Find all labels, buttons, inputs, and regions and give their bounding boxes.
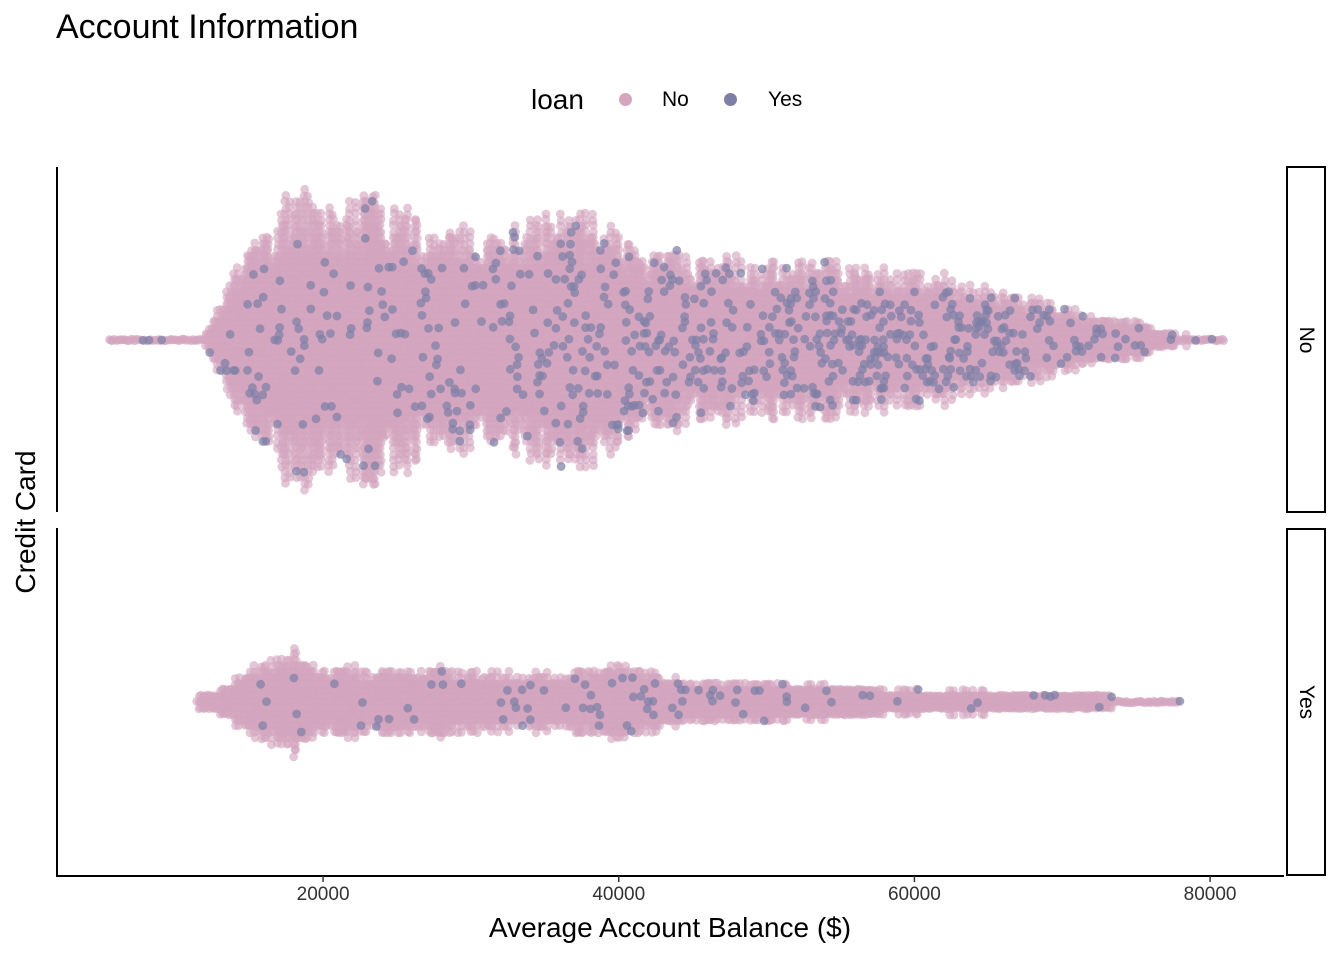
panel-no-points bbox=[105, 184, 1228, 495]
point-loan-no bbox=[403, 468, 413, 478]
point-loan-no bbox=[376, 467, 386, 477]
point-loan-no bbox=[446, 444, 456, 454]
legend-key-no bbox=[619, 93, 632, 106]
point-loan-no bbox=[303, 479, 313, 489]
point-loan-no bbox=[328, 460, 338, 470]
legend-key-yes bbox=[724, 93, 737, 106]
point-loan-no bbox=[250, 238, 260, 248]
point-loan-no bbox=[351, 473, 361, 483]
legend: loan No Yes bbox=[0, 82, 1344, 118]
point-loan-no bbox=[465, 443, 475, 453]
point-loan-no bbox=[370, 479, 380, 489]
point-loan-no bbox=[412, 454, 421, 464]
point-loan-no bbox=[389, 467, 399, 477]
point-loan-no bbox=[233, 406, 242, 416]
chart-title: Account Information bbox=[56, 8, 359, 46]
legend-label-no: No bbox=[662, 88, 689, 111]
legend-title: loan bbox=[531, 84, 584, 115]
legend-label-yes: Yes bbox=[768, 88, 803, 111]
